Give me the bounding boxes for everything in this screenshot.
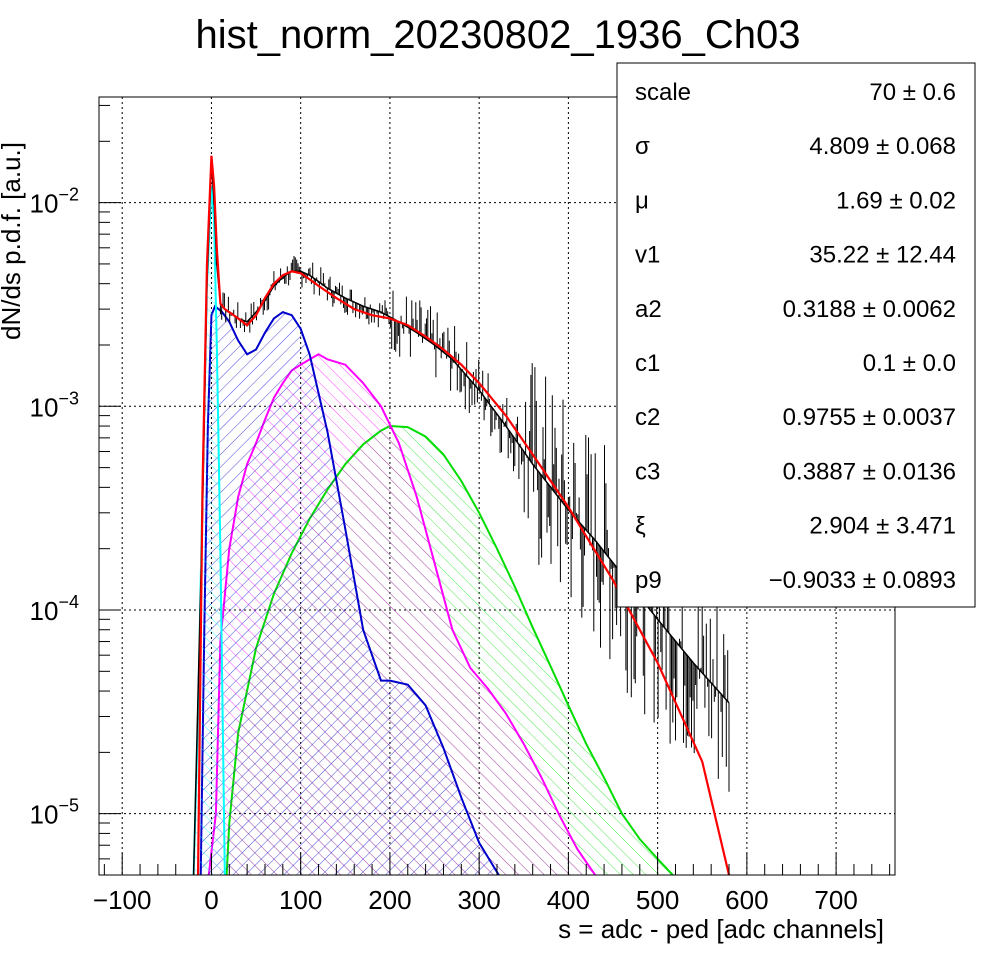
stats-box: scale 70 ± 0.6 σ 4.809 ± 0.068 μ 1.69 ± 0.02 v… xyxy=(616,62,976,608)
stats-key: c1 xyxy=(635,350,660,377)
y-tick-label: 10−3 xyxy=(30,388,79,422)
stats-value: 4.809 ± 0.068 xyxy=(809,133,956,160)
fit-curve xyxy=(196,155,731,875)
x-axis: −100 0 100 200 300 400 500 600 700 xyxy=(93,853,891,915)
stats-key: v1 xyxy=(635,242,660,269)
x-tick-label: 400 xyxy=(547,885,590,915)
stats-value: 0.3887 ± 0.0136 xyxy=(783,458,956,485)
y-axis-label: dN/ds p.d.f. [a.u.] xyxy=(0,142,26,340)
stats-key: a2 xyxy=(635,296,662,323)
stats-key: p9 xyxy=(635,567,662,594)
x-tick-label: 700 xyxy=(814,885,857,915)
stats-key: ξ xyxy=(635,513,646,540)
y-tick-label: 10−4 xyxy=(30,592,79,626)
stats-key: c2 xyxy=(635,404,660,431)
x-tick-label: 0 xyxy=(204,885,218,915)
stats-value: −0.9033 ± 0.0893 xyxy=(769,567,956,594)
series-fill xyxy=(200,306,499,875)
stats-value: 2.904 ± 3.471 xyxy=(809,513,956,540)
x-tick-label: 200 xyxy=(368,885,411,915)
x-axis-label: s = adc - ped [adc channels] xyxy=(558,914,884,944)
series-layer xyxy=(192,155,731,875)
stats-box-frame xyxy=(616,62,976,608)
stats-value: 0.3188 ± 0.0062 xyxy=(783,296,956,323)
stats-value: 0.9755 ± 0.0037 xyxy=(783,404,956,431)
chart-title: hist_norm_20230802_1936_Ch03 xyxy=(196,13,801,57)
x-tick-label: 500 xyxy=(636,885,679,915)
x-tick-label: −100 xyxy=(93,885,152,915)
y-tick-label: 10−5 xyxy=(30,796,79,830)
stats-value: 1.69 ± 0.02 xyxy=(836,187,956,214)
x-tick-label: 100 xyxy=(279,885,322,915)
stats-value: 35.22 ± 12.44 xyxy=(809,242,956,269)
y-axis: 10−5 10−4 10−3 10−2 xyxy=(30,104,121,860)
x-tick-label: 300 xyxy=(457,885,500,915)
stats-value: 0.1 ± 0.0 xyxy=(863,350,956,377)
y-tick-label: 10−2 xyxy=(30,185,79,219)
stats-value: 70 ± 0.6 xyxy=(869,79,956,106)
stats-key: σ xyxy=(635,133,650,160)
stats-key: scale xyxy=(635,79,691,106)
stats-key: c3 xyxy=(635,458,660,485)
x-tick-label: 600 xyxy=(725,885,768,915)
stats-key: μ xyxy=(635,187,649,214)
